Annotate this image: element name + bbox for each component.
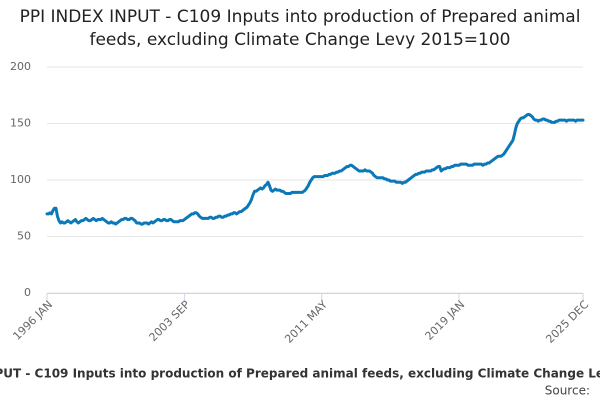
x-tick-label: 1996 JAN [10,298,55,343]
x-tick-label: 2011 MAY [282,298,330,346]
y-tick-label: 100 [10,173,31,186]
legend-entry: PPI INDEX INPUT - C109 Inputs into produ… [0,367,600,381]
y-tick-label: 150 [10,117,31,130]
y-tick-label: 0 [24,286,31,299]
line [45,112,585,226]
chart-title: PPI INDEX INPUT - C109 Inputs into produ… [19,7,581,50]
x-tick-label: 2019 JAN [423,298,468,343]
y-tick-label: 50 [17,230,31,243]
x-tick-label: 2003 SEP [147,298,193,344]
source: Source: [545,384,590,398]
x-tick-label: 2025 DEC [543,298,591,346]
y-tick-label: 200 [10,60,31,73]
